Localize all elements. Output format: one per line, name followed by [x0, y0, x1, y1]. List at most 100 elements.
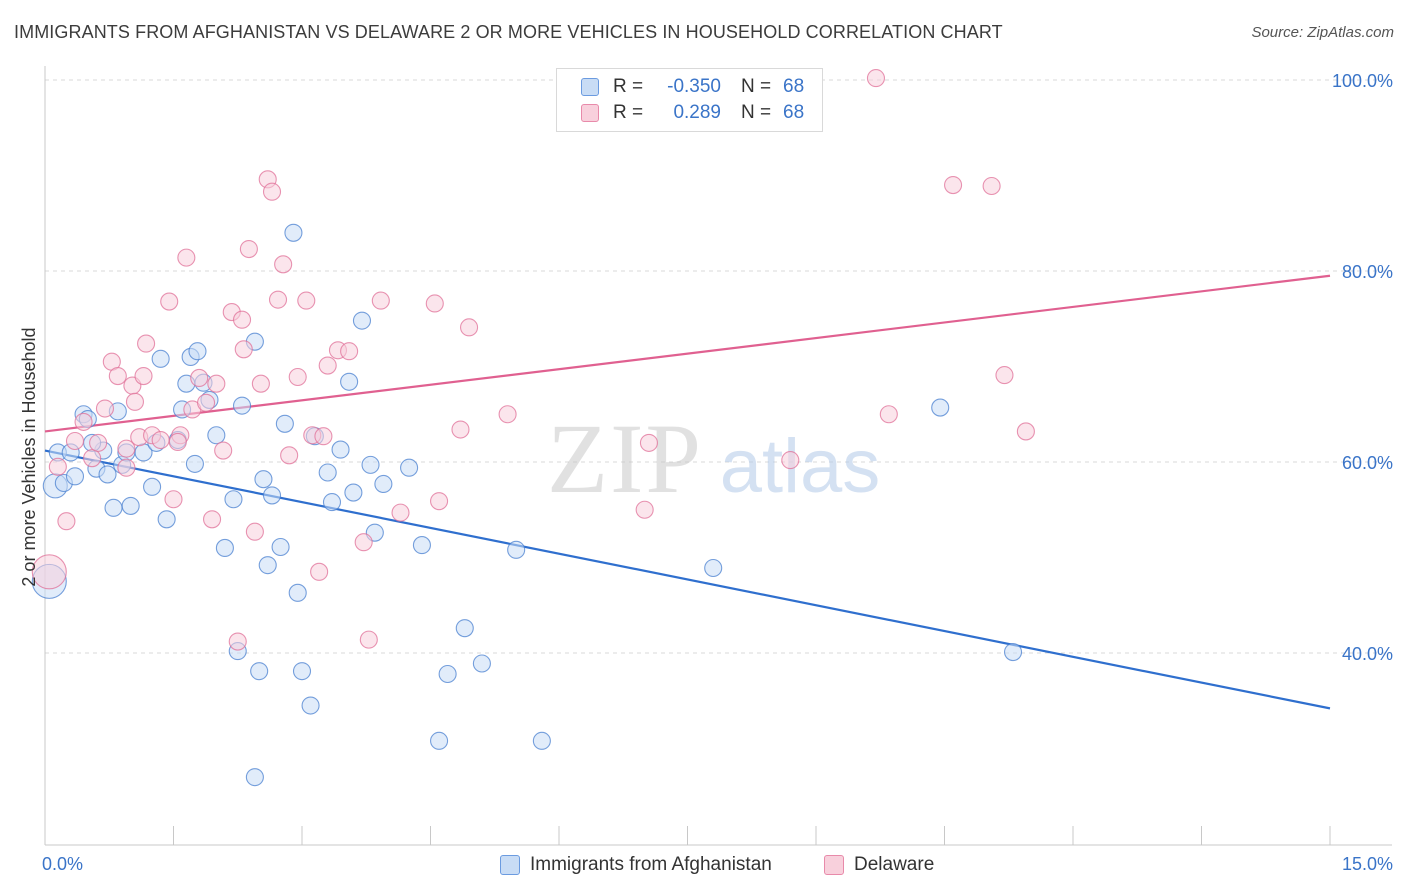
y-tick-label: 100.0%: [1332, 71, 1393, 91]
delaware-point: [639, 433, 659, 452]
delaware-point: [318, 356, 337, 375]
afghanistan-point: [374, 474, 393, 494]
afghanistan-point: [331, 440, 350, 459]
legend-row-afghanistan: R = -0.350 N = 68: [581, 75, 804, 99]
delaware-point: [164, 490, 183, 509]
delaware-point: [234, 340, 253, 359]
afghanistan-point: [507, 540, 526, 559]
afghanistan-point: [104, 498, 123, 517]
delaware-point: [1016, 422, 1035, 441]
delaware-point: [203, 510, 222, 529]
afghanistan-point: [931, 398, 950, 417]
pink-swatch-icon: [824, 855, 844, 875]
delaware-point: [425, 294, 444, 313]
delaware-point: [48, 457, 67, 476]
afghanistan-point: [224, 490, 243, 509]
afghanistan-point: [275, 414, 294, 433]
delaware-point: [340, 342, 359, 361]
delaware-point: [160, 292, 179, 311]
delaware-point: [944, 176, 963, 195]
afghanistan-point: [292, 662, 312, 681]
delaware-point: [391, 503, 410, 522]
delaware-point: [228, 632, 247, 651]
watermark: ZIP atlas: [547, 403, 880, 514]
delaware-point: [459, 318, 479, 337]
delaware-point: [239, 239, 258, 259]
afghanistan-point: [301, 696, 320, 715]
afghanistan-point: [532, 731, 551, 750]
legend-row-delaware: R = 0.289 N = 68: [581, 101, 804, 125]
delaware-point: [866, 69, 886, 88]
n-value: 68: [783, 102, 805, 123]
delaware-point: [134, 366, 153, 386]
afghanistan-point: [412, 536, 431, 555]
afghanistan-point: [98, 465, 117, 484]
afghanistan-point: [430, 731, 449, 750]
afghanistan-point: [258, 556, 277, 575]
delaware-point: [137, 334, 156, 353]
afghanistan-point: [207, 426, 226, 445]
delaware-point: [177, 248, 196, 267]
delaware-point: [297, 291, 316, 310]
r-label: R =: [613, 76, 644, 97]
delaware-point: [108, 366, 127, 386]
afghanistan-point: [250, 662, 269, 681]
correlation-legend: R = -0.350 N = 68 R = 0.289 N = 68: [556, 68, 823, 132]
delaware-point: [274, 255, 293, 274]
legend-label: Delaware: [854, 854, 935, 875]
delaware-point: [879, 405, 898, 424]
afghanistan-point: [271, 537, 290, 557]
afghanistan-point: [438, 664, 457, 684]
n-value: 68: [783, 76, 805, 97]
delaware-point: [95, 399, 115, 418]
chart-title: IMMIGRANTS FROM AFGHANISTAN VS DELAWARE …: [14, 22, 1003, 42]
afghanistan-point: [185, 454, 204, 473]
delaware-point: [117, 458, 136, 477]
afghanistan-point: [65, 467, 85, 486]
delaware-point: [371, 291, 390, 310]
delaware-point: [31, 554, 67, 590]
delaware-point: [635, 500, 654, 519]
n-label: N =: [741, 102, 772, 123]
afghanistan-point: [344, 483, 363, 502]
watermark-atlas: atlas: [720, 424, 881, 509]
delaware-point: [430, 492, 449, 511]
trend-lines: [44, 274, 1331, 710]
delaware-point: [982, 176, 1001, 196]
delaware-point: [245, 522, 264, 541]
delaware-point: [498, 405, 517, 424]
afghanistan-point: [400, 458, 419, 477]
afghanistan-point: [254, 470, 273, 489]
delaware-point: [151, 430, 170, 450]
scatter-points: [31, 69, 1035, 787]
delaware-point: [214, 441, 233, 460]
afghanistan-point: [245, 768, 264, 787]
afghanistan-point: [288, 583, 307, 602]
afghanistan-point: [340, 372, 359, 391]
r-value: -0.350: [667, 76, 721, 97]
afghanistan-point: [455, 619, 474, 638]
delaware-point: [288, 367, 307, 387]
delaware-point: [354, 533, 373, 552]
afghanistan-point: [704, 558, 723, 578]
delaware-point: [117, 439, 136, 458]
afghanistan-point: [472, 654, 491, 673]
afghanistan-point: [284, 223, 303, 242]
afghanistan-point: [215, 538, 234, 558]
delaware-point: [314, 427, 333, 446]
delaware-point: [207, 374, 226, 393]
delaware-point: [168, 432, 187, 451]
delaware-point: [251, 374, 270, 393]
afghanistan-point: [121, 496, 140, 515]
delaware-point: [359, 630, 378, 649]
legend-item-afghanistan: Immigrants from Afghanistan: [500, 852, 772, 878]
afghanistan-point: [157, 510, 176, 529]
r-label: R =: [613, 102, 644, 123]
afghanistan-point: [318, 463, 337, 482]
y-axis-label: 2 or more Vehicles in Household: [19, 327, 39, 586]
y-tick-labels: 100.0% 80.0% 60.0% 40.0%: [1332, 71, 1393, 664]
x-tick-label-max: 15.0%: [1342, 854, 1393, 874]
afghanistan-point: [188, 342, 207, 361]
y-tick-label: 60.0%: [1342, 453, 1393, 473]
delaware-point: [268, 290, 288, 309]
